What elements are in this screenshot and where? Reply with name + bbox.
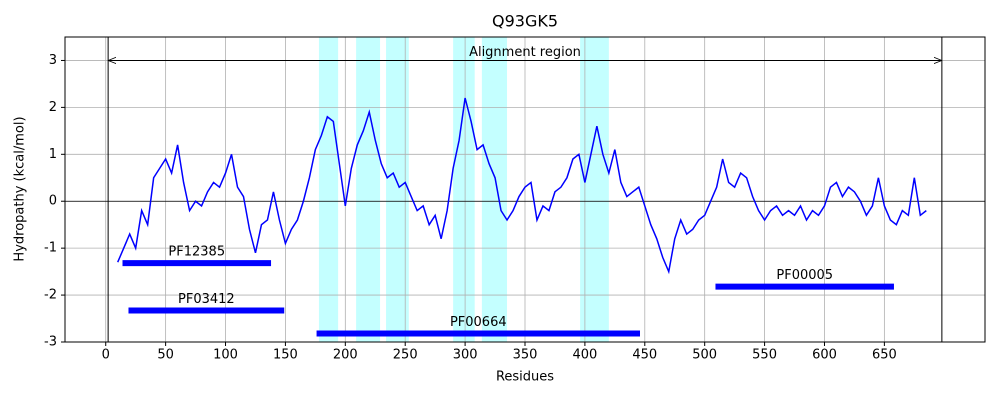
x-tick-label: 450 <box>632 348 657 363</box>
x-tick-label: 100 <box>213 348 238 363</box>
hydropathy-line <box>117 97 927 275</box>
domain-label: PF00005 <box>776 268 833 283</box>
x-tick-label: 250 <box>393 348 418 363</box>
y-tick-label: 3 <box>49 53 57 68</box>
y-tick-label: 1 <box>49 147 57 162</box>
domain-label: PF12385 <box>168 245 225 260</box>
highlight-span <box>580 37 609 342</box>
chart-title: Q93GK5 <box>492 12 558 31</box>
plot-frame <box>64 36 986 343</box>
x-tick-label: 200 <box>333 348 358 363</box>
x-tick-label: 400 <box>572 348 597 363</box>
highlight-span <box>356 37 381 342</box>
highlight-span <box>481 37 508 342</box>
x-tick-label: 150 <box>273 348 298 363</box>
y-tick-label: -2 <box>44 288 57 303</box>
x-tick-label: 600 <box>812 348 837 363</box>
y-axis-label: Hydropathy (kcal/mol) <box>13 116 28 261</box>
x-tick-label: 650 <box>872 348 897 363</box>
x-tick-label: 0 <box>102 348 110 363</box>
y-tick-label: -1 <box>44 241 57 256</box>
y-tick-label: -3 <box>44 335 57 350</box>
highlight-span <box>386 37 409 342</box>
y-tick-label: 2 <box>49 100 57 115</box>
domain-label: PF00664 <box>450 315 507 330</box>
x-tick-label: 350 <box>513 348 538 363</box>
annotation-label: Alignment region <box>469 45 581 60</box>
x-tick-label: 550 <box>752 348 777 363</box>
domain-label: PF03412 <box>178 292 235 307</box>
x-tick-label: 500 <box>692 348 717 363</box>
highlight-span <box>453 37 475 342</box>
y-tick-label: 0 <box>49 194 57 209</box>
highlight-span <box>318 37 339 342</box>
x-tick-label: 300 <box>453 348 478 363</box>
x-tick-label: 50 <box>157 348 174 363</box>
x-axis-label: Residues <box>496 370 554 385</box>
